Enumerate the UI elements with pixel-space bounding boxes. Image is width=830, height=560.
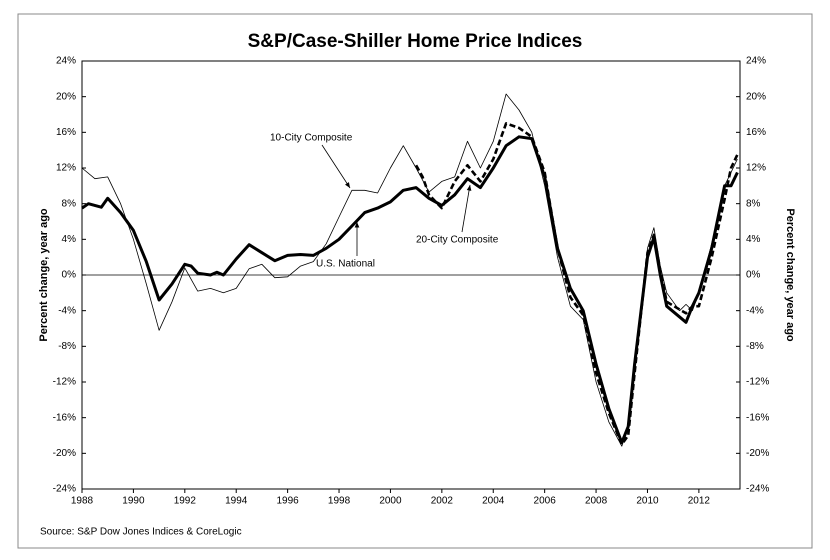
y-tick-label: 8% [62,198,77,209]
y-tick-label: 0% [62,270,77,281]
y-tick-label: -8% [58,341,76,352]
label-arrowhead [354,222,360,228]
series-label: U.S. National [316,259,375,270]
label-arrowhead [466,185,472,191]
x-tick-label: 1988 [71,496,94,507]
y-tick-label: -4% [58,305,76,316]
x-tick-label: 2004 [482,496,505,507]
x-tick-label: 1998 [328,496,351,507]
label-pointer [321,144,351,189]
y-tick-label: 4% [62,234,77,245]
x-tick-label: 2008 [585,496,608,507]
series-line [81,135,739,445]
y2-tick-label: -8% [746,341,764,352]
x-tick-label: 2006 [534,496,557,507]
x-tick-label: 1994 [225,496,248,507]
x-tick-label: 1992 [174,496,197,507]
y2-tick-label: 8% [746,198,761,209]
x-tick-label: 1996 [277,496,300,507]
y-tick-label: -20% [53,448,76,459]
y2-tick-label: -24% [746,484,769,495]
y2-tick-label: -12% [746,377,769,388]
y-tick-label: 12% [56,163,76,174]
y2-tick-label: 0% [746,270,761,281]
y-tick-label: -12% [53,377,76,388]
y2-tick-label: -20% [746,448,769,459]
x-tick-label: 2000 [379,496,402,507]
series-label: 10-City Composite [270,133,353,144]
y2-tick-label: 12% [746,163,766,174]
label-pointer [461,184,471,233]
y2-tick-label: -16% [746,412,769,423]
y2-tick-label: -4% [746,305,764,316]
chart-title: S&P/Case-Shiller Home Price Indices [248,31,583,52]
y-tick-label: 20% [56,91,76,102]
y2-axis-label: Percent change, year ago [784,208,796,342]
x-tick-label: 2002 [431,496,454,507]
x-tick-label: 1990 [122,496,145,507]
y2-tick-label: 20% [746,91,766,102]
series-label: 20-City Composite [416,235,499,246]
label-arrowhead [345,182,350,188]
y-tick-label: -16% [53,412,76,423]
y-tick-label: 16% [56,127,76,138]
y-tick-label: 24% [56,56,76,67]
y2-tick-label: 16% [746,127,766,138]
chart-frame [17,13,813,549]
y-tick-label: -24% [53,484,76,495]
y-axis-label: Percent change, year ago [38,208,50,342]
source: Source: S&P Dow Jones Indices & CoreLogi… [40,527,242,538]
x-tick-label: 2012 [688,496,711,507]
y2-tick-label: 24% [746,56,766,67]
series-line [81,93,738,447]
x-tick-label: 2010 [636,496,659,507]
y2-tick-label: 4% [746,234,761,245]
